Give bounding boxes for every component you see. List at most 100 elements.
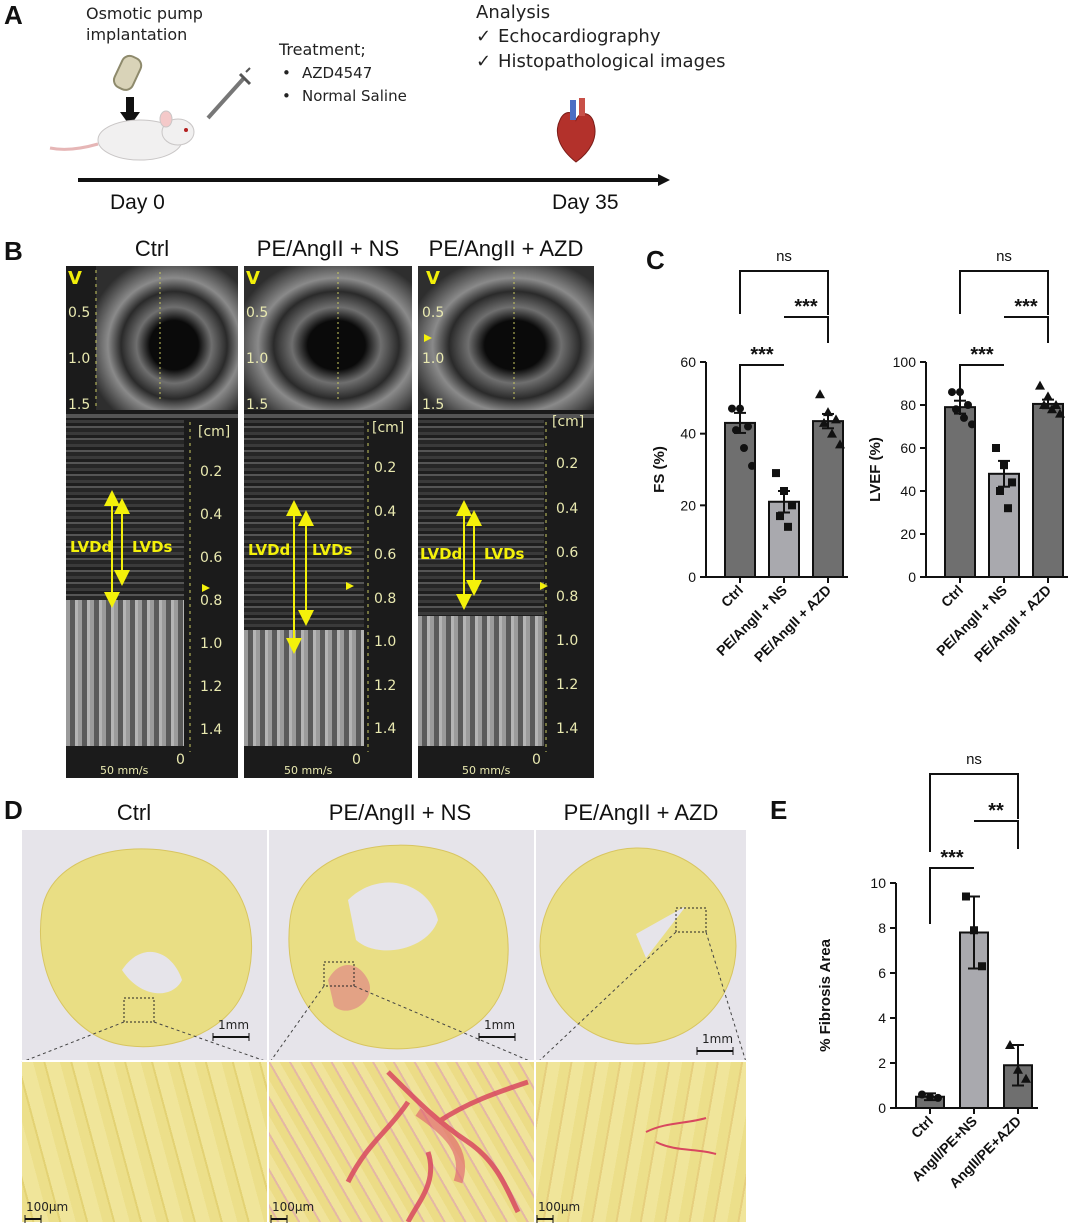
depth-tick: 0.6 (374, 547, 397, 563)
significance-bracket (929, 773, 1019, 852)
data-point (819, 417, 829, 427)
check-icon: ✓ (476, 51, 492, 72)
depth-zero: 0 (352, 752, 361, 768)
panel-label-b: B (4, 236, 23, 266)
significance-label: ns (776, 248, 792, 265)
check-icon: ✓ (476, 26, 492, 47)
data-point (952, 405, 960, 414)
depth-tick: 0.2 (374, 460, 397, 476)
y-tick-label: 2 (878, 1055, 886, 1071)
y-tick-label: 0 (688, 569, 696, 585)
panel-label-e: E (770, 795, 788, 825)
histo-high-ctrl (22, 1062, 268, 1222)
significance-bracket (974, 820, 1019, 849)
depth-tick: 0.6 (556, 545, 579, 561)
unit-label: [cm] (372, 420, 405, 436)
significance-label: *** (750, 344, 774, 366)
depth-tick: 0.6 (200, 550, 223, 566)
significance-label: *** (794, 296, 818, 318)
y-tick-label: 20 (680, 497, 696, 513)
pump-device-icon (112, 54, 143, 91)
data-point (776, 512, 784, 521)
depth-tick: 1.4 (556, 721, 579, 737)
lvds-label: LVDs (132, 538, 173, 556)
depth-tick: 1.0 (556, 633, 579, 649)
data-point (1047, 404, 1057, 414)
v-label: V (426, 268, 440, 289)
unit-label: [cm] (552, 414, 585, 430)
treatment-ns: Normal Saline (302, 87, 407, 105)
data-point (835, 439, 845, 449)
bullet-2: • (282, 87, 291, 105)
significance-label: ns (996, 248, 1012, 265)
scale-100um: 100µm (538, 1200, 581, 1214)
y-tick-label: 4 (878, 1010, 886, 1026)
data-point (732, 426, 740, 435)
significance-label: *** (940, 847, 964, 869)
scale-1mm: 1mm (218, 1018, 250, 1032)
lvdd-label: LVDd (420, 545, 463, 563)
significance-label: *** (970, 344, 994, 366)
depth-zero: 0 (176, 752, 185, 768)
arrow-shaft (126, 97, 134, 113)
significance-bracket (784, 316, 829, 343)
x-tick-label: Ctrl (718, 582, 746, 610)
y-tick-label: 10 (870, 875, 886, 891)
data-point (740, 444, 748, 452)
unit-label: [cm] (198, 424, 231, 440)
y-axis-label: % Fibrosis Area (817, 938, 834, 1051)
scale-1mm: 1mm (702, 1032, 734, 1046)
panel-label-d: D (4, 795, 23, 825)
data-point (772, 469, 780, 478)
depth-tick: 0.2 (200, 464, 223, 480)
significance-bracket (739, 364, 784, 415)
top-tick: 0.5 (68, 305, 91, 321)
top-tick: 0.5 (246, 305, 269, 321)
histo-low-ns (268, 830, 534, 1060)
data-point (934, 1093, 942, 1102)
lvds-label: LVDs (312, 541, 353, 559)
panel-label-a: A (4, 0, 23, 30)
depth-tick: 1.2 (556, 677, 579, 693)
zoom-connectors (21, 931, 747, 1063)
pump-label: Osmotic pump (86, 4, 203, 23)
top-tick: 1.5 (246, 397, 269, 413)
significance-bracket (929, 867, 974, 924)
lvds-label: LVDs (484, 545, 525, 563)
y-tick-label: 6 (878, 965, 886, 981)
echo-title-ctrl: Ctrl (134, 236, 170, 261)
lvdd-label: LVDd (70, 538, 113, 556)
depth-tick: 0.4 (374, 504, 397, 520)
significance-bracket (1004, 316, 1049, 343)
treatment-label: Treatment; (279, 40, 366, 59)
y-tick-label: 60 (900, 440, 916, 456)
data-point (948, 388, 956, 397)
data-point (748, 461, 756, 470)
echo-title-azd: PE/AngII + AZD (428, 236, 584, 261)
data-point (960, 413, 968, 422)
data-point (1051, 400, 1061, 409)
depth-tick: 0.8 (200, 593, 223, 609)
data-point (992, 444, 1000, 452)
depth-zero: 0 (532, 752, 541, 768)
data-point (1035, 380, 1045, 390)
data-point (744, 422, 752, 431)
scale-bar-1mm (478, 1033, 516, 1041)
data-point (728, 404, 736, 413)
histo-low-azd (536, 830, 746, 1060)
data-point (827, 428, 837, 438)
heart-icon (556, 98, 596, 163)
y-tick-label: 40 (900, 483, 916, 499)
significance-label: ** (988, 800, 1004, 822)
data-point (1004, 504, 1012, 513)
bullet-1: • (282, 64, 291, 82)
arrow-down-icon (120, 112, 140, 126)
day-0-label: Day 0 (110, 191, 165, 214)
data-point (823, 407, 833, 417)
data-point (970, 926, 978, 935)
echo-title-ns: PE/AngII + NS (256, 236, 400, 261)
